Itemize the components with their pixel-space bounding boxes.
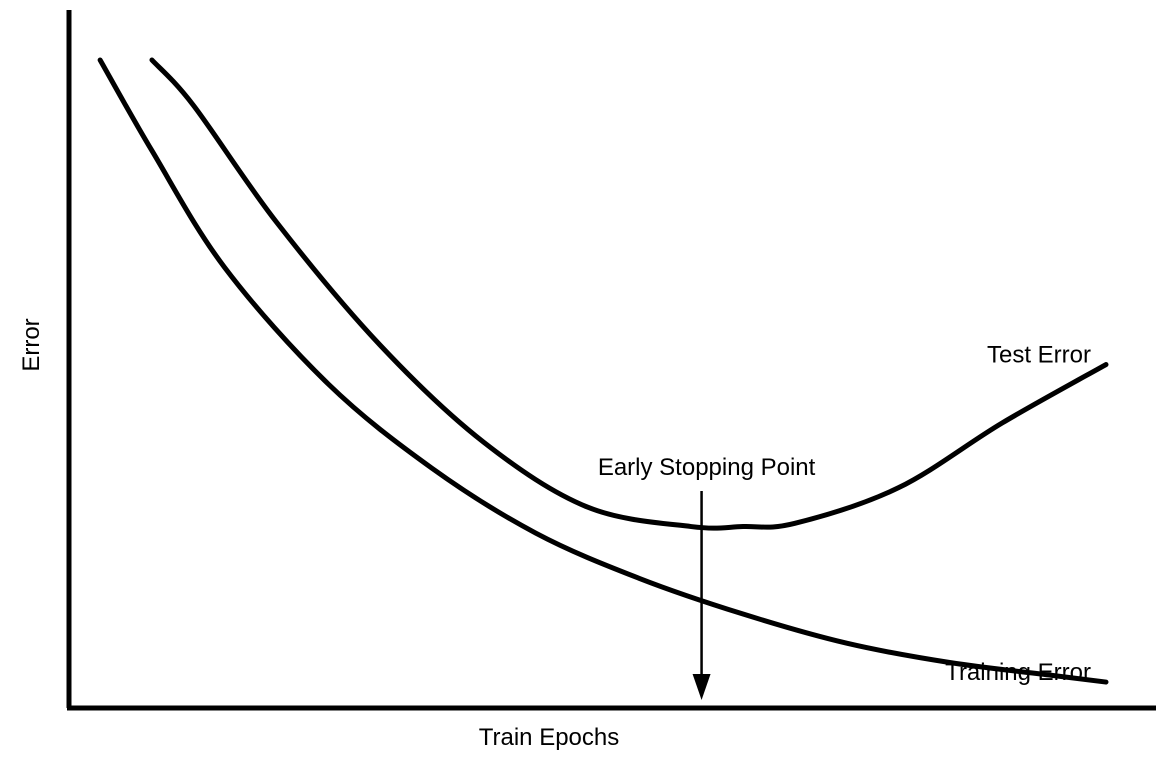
x-axis-label: Train Epochs [479, 724, 620, 751]
training-error-line [97, 57, 1109, 685]
y-axis-label: Error [18, 318, 45, 371]
early-stopping-annotation: Early Stopping Point [598, 454, 816, 700]
series-layer: Test Error Training Error [97, 57, 1109, 686]
test-error-line [149, 57, 1109, 531]
test-error-label: Test Error [987, 342, 1091, 369]
early-stopping-arrow-head [692, 674, 711, 700]
early-stopping-label: Early Stopping Point [598, 454, 816, 481]
training-error-label: Training Error [945, 659, 1091, 686]
